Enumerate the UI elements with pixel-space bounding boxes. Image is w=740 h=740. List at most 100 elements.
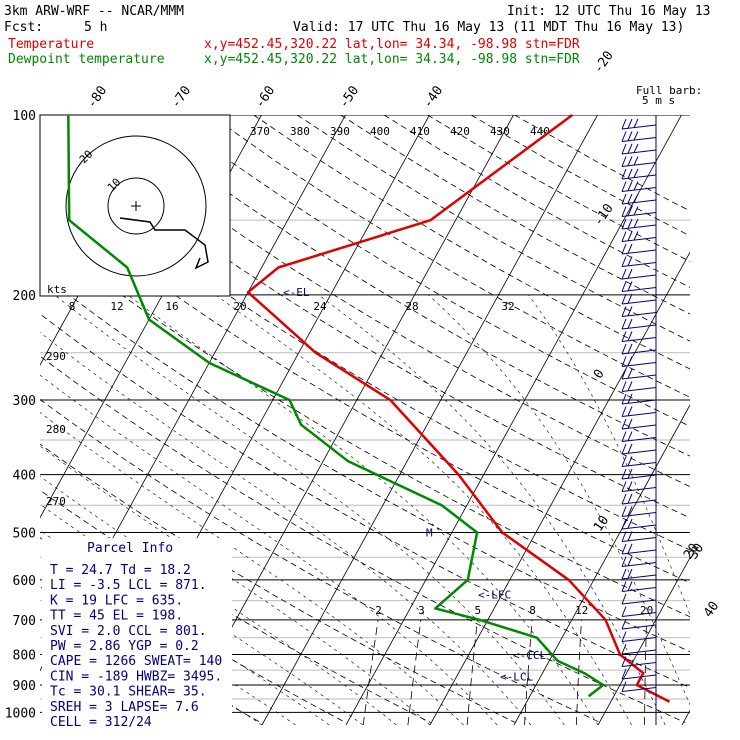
parcel-row: SREH = 3 LAPSE= 7.6 (50, 700, 199, 715)
theta-label-440: 440 (530, 125, 550, 138)
temp-label--80: -80 (84, 83, 110, 111)
moist-adiabat-36 (528, 294, 690, 616)
hodograph-kts: kts (47, 283, 67, 296)
isotherm--10 (345, 115, 682, 725)
init-time: Init: 12 UTC Thu 16 May 13 (507, 4, 711, 19)
dry-adiabat-390 (166, 115, 690, 427)
valid-time: Valid: 17 UTC Thu 16 May 13 (11 MDT Thu … (293, 20, 684, 35)
mixing-ratio-2 (362, 619, 379, 725)
wind-barb (621, 168, 657, 180)
mixing-ratio-20 (644, 619, 647, 725)
wind-barbs (621, 115, 657, 725)
mixing-ratio-label-20: 20 (640, 604, 653, 617)
parcel-row: TT = 45 EL = 198. (50, 609, 183, 624)
hodograph-ring-10 (107, 177, 165, 235)
mixing-ratio-label-8: 8 (529, 604, 536, 617)
pressure-label-1000: 1000 (5, 706, 36, 721)
pressure-label-200: 200 (13, 289, 36, 304)
legend-temperature-label: Temperature (8, 37, 94, 52)
wind-barb (621, 118, 657, 130)
model-title: 3km ARW-WRF -- NCAR/MMM (4, 4, 184, 19)
temp-label-40: 40 (701, 599, 722, 620)
isotherm--30 (177, 115, 514, 725)
wind-barb (621, 456, 657, 467)
moist-adiabat-20 (127, 294, 599, 725)
hodograph-trace (119, 217, 209, 270)
pressure-label-100: 100 (13, 109, 36, 124)
wind-barb (621, 581, 657, 592)
moist-adiabat-0 (40, 445, 431, 725)
wind-barb (621, 518, 657, 530)
mixing-ratio-label-12: 12 (575, 604, 588, 617)
speed-label-16: 16 (165, 300, 178, 313)
temp-label--20: -20 (591, 49, 617, 77)
parcel-info-panel: Parcel Info T = 24.7 Td = 18.2LI = -3.5 … (42, 538, 232, 730)
temp-label--70: -70 (168, 83, 194, 111)
mixing-ratio-5 (466, 619, 478, 725)
wind-barb (621, 606, 657, 617)
theta-label-430: 430 (490, 125, 510, 138)
moist-adiabat-28 (318, 294, 666, 725)
parcel-row: CAPE = 1266 SWEAT= 140 (50, 654, 222, 669)
wind-barb (621, 556, 657, 567)
wind-barb (621, 681, 657, 692)
barb-key-line1: Full barb: (636, 84, 702, 97)
theta-low-label-280: 280 (46, 423, 66, 436)
parcel-row: LI = -3.5 LCL = 871. (50, 578, 207, 593)
mixing-ratio-label-3: 3 (418, 604, 425, 617)
moist-adiabat-12 (40, 332, 532, 725)
speed-label-8: 8 (69, 300, 76, 313)
temperature-trace (246, 113, 671, 703)
wind-barb (621, 393, 657, 405)
wind-barb (621, 568, 657, 580)
skewt-grid (40, 115, 690, 725)
dry-adiabat-450 (427, 115, 690, 262)
theta-label-380: 380 (290, 125, 310, 138)
wind-barb (621, 206, 657, 217)
dry-adiabat-340 (40, 192, 690, 584)
moist-adiabat-16 (54, 294, 565, 725)
dewpoint-trace (67, 114, 605, 698)
wind-barb (621, 431, 657, 442)
temp-label-10: 10 (591, 513, 612, 534)
level-marker-el: <-EL (283, 286, 310, 299)
wind-barb (621, 243, 657, 255)
moist-adiabat-24 (215, 294, 632, 725)
theta-label-390: 390 (330, 125, 350, 138)
wind-barb (621, 593, 657, 605)
mixing-ratio-8 (524, 619, 533, 725)
moist-adiabat-8 (40, 374, 498, 725)
parcel-row: Tc = 30.1 SHEAR= 35. (50, 685, 207, 700)
wind-barb (621, 418, 657, 430)
dry-adiabat-470 (514, 115, 690, 212)
wind-barb (621, 543, 657, 555)
moist-adiabat-4 (40, 412, 464, 725)
wind-barb (621, 481, 657, 492)
isotherm-30 (681, 709, 690, 725)
temp-label--40: -40 (420, 83, 446, 111)
wind-barb (621, 506, 657, 517)
dry-adiabat-400 (209, 115, 690, 398)
profile-traces (67, 113, 671, 703)
mixing-ratio-label-5: 5 (474, 604, 481, 617)
temp-label-30: 30 (686, 541, 707, 562)
temp-label--10: -10 (591, 201, 617, 229)
wind-barb (621, 156, 657, 167)
speed-label-28: 28 (405, 300, 418, 313)
wind-barb (621, 281, 657, 292)
pressure-label-700: 700 (13, 614, 36, 629)
wind-barb (621, 268, 657, 280)
speed-label-24: 24 (313, 300, 327, 313)
wind-barb (621, 493, 657, 505)
theta-label-410: 410 (410, 125, 430, 138)
legend-temperature-coords: x,y=452.45,320.22 lat,lon= 34.34, -98.98… (204, 37, 580, 52)
isotherm-10 (513, 404, 690, 725)
barb-key-line2: 5 m s (642, 94, 675, 107)
pressure-label-400: 400 (13, 469, 36, 484)
parcel-info-bg (42, 538, 232, 726)
parcel-row: CELL = 312/24 (50, 715, 152, 730)
speed-label-12: 12 (110, 300, 123, 313)
